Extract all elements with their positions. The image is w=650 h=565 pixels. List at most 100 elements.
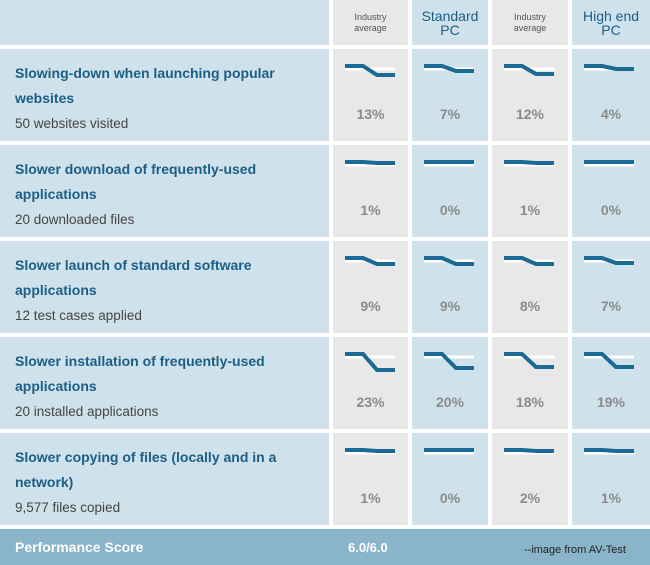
slowdown-sparkline — [584, 160, 634, 167]
row-label-cell: Slower installation of frequently-used a… — [0, 337, 329, 429]
row-subtitle: 12 test cases applied — [15, 308, 142, 323]
sparkline-line — [584, 352, 634, 369]
row-subtitle: 20 downloaded files — [15, 212, 135, 227]
slowdown-cell: 0% — [412, 145, 488, 237]
sparkline-line — [504, 64, 554, 76]
slowdown-percent: 0% — [439, 490, 461, 506]
sparkline-line — [345, 64, 395, 77]
slowdown-sparkline — [584, 448, 634, 455]
header-industry-average-1: Industry average — [333, 0, 408, 45]
slowdown-percent: 19% — [596, 394, 626, 410]
row-title: Slower copying of files (locally and in … — [15, 449, 277, 490]
slowdown-percent: 2% — [519, 490, 541, 506]
sparkline-line — [504, 448, 554, 453]
slowdown-percent: 1% — [519, 202, 541, 218]
slowdown-sparkline — [424, 160, 474, 167]
slowdown-sparkline — [424, 256, 474, 266]
sparkline-line — [345, 256, 395, 266]
slowdown-cell: 7% — [572, 241, 650, 333]
header-label-line: PC — [440, 21, 460, 38]
header-label-line: PC — [601, 21, 621, 38]
slowdown-cell: 7% — [412, 49, 488, 141]
slowdown-percent: 4% — [600, 106, 622, 122]
header-label-line: Standard — [421, 7, 479, 24]
row-label-cell: Slower launch of standard software appli… — [0, 241, 329, 333]
header-high-end-pc-label: High end PC — [583, 9, 639, 37]
header-label-line: High end — [582, 7, 640, 24]
sparkline-line — [584, 64, 634, 71]
sparkline-line — [345, 448, 395, 453]
performance-score-label: Performance Score — [15, 539, 144, 555]
row-subtitle: 9,577 files copied — [15, 500, 121, 515]
slowdown-cell: 1% — [333, 433, 408, 525]
row-label-cell: Slowing-down when launching popular webs… — [0, 49, 329, 141]
slowdown-cell: 8% — [492, 241, 568, 333]
header-industry-average-1-label: Industry average — [354, 12, 387, 34]
slowdown-sparkline — [424, 64, 474, 73]
header-label-line: Industry — [513, 11, 546, 22]
slowdown-sparkline — [504, 256, 554, 266]
slowdown-cell: 9% — [333, 241, 408, 333]
slowdown-cell: 1% — [333, 145, 408, 237]
slowdown-percent: 23% — [356, 394, 385, 410]
header-industry-average-2: Industry average — [492, 0, 568, 45]
slowdown-percent: 1% — [360, 490, 381, 506]
sparkline-line — [504, 160, 554, 165]
slowdown-percent: 1% — [600, 490, 622, 506]
slowdown-percent: 8% — [519, 298, 541, 314]
slowdown-cell: 13% — [333, 49, 408, 141]
performance-score-value: 6.0/6.0 — [348, 540, 388, 555]
slowdown-cell: 2% — [492, 433, 568, 525]
row-label-cell: Slower download of frequently-used appli… — [0, 145, 329, 237]
performance-score-bar: Performance Score 6.0/6.0 --image from A… — [0, 529, 650, 565]
header-industry-average-2-label: Industry average — [514, 12, 547, 34]
slowdown-sparkline — [504, 160, 554, 167]
slowdown-sparkline — [584, 352, 634, 369]
slowdown-sparkline — [504, 64, 554, 76]
image-credit: --image from AV-Test — [524, 544, 626, 556]
slowdown-cell: 0% — [572, 145, 650, 237]
slowdown-percent: 9% — [360, 298, 381, 314]
slowdown-percent: 13% — [356, 106, 385, 122]
slowdown-percent: 1% — [360, 202, 381, 218]
slowdown-cell: 19% — [572, 337, 650, 429]
slowdown-percent: 7% — [439, 106, 461, 122]
slowdown-cell: 1% — [572, 433, 650, 525]
row-title: Slowing-down when launching popular webs… — [15, 65, 275, 106]
header-blank-cell — [0, 0, 329, 45]
sparkline-line — [504, 352, 554, 369]
slowdown-sparkline — [584, 64, 634, 71]
slowdown-cell: 0% — [412, 433, 488, 525]
slowdown-sparkline — [504, 352, 554, 369]
slowdown-percent: 18% — [515, 394, 545, 410]
slowdown-sparkline — [345, 64, 395, 77]
slowdown-percent: 0% — [600, 202, 622, 218]
sparkline-line — [504, 256, 554, 266]
slowdown-sparkline — [424, 352, 474, 370]
sparkline-line — [424, 352, 474, 370]
sparkline-line — [584, 448, 634, 453]
header-label-line: average — [354, 22, 387, 33]
header-standard-pc-label: Standard PC — [422, 9, 479, 37]
slowdown-cell: 18% — [492, 337, 568, 429]
row-label-cell: Slower copying of files (locally and in … — [0, 433, 329, 525]
slowdown-cell: 1% — [492, 145, 568, 237]
header-label-line: average — [513, 22, 547, 33]
row-subtitle: 20 installed applications — [15, 404, 159, 419]
slowdown-sparkline — [345, 256, 395, 266]
slowdown-sparkline — [345, 352, 395, 372]
slowdown-sparkline — [504, 448, 554, 455]
slowdown-percent: 20% — [435, 394, 465, 410]
slowdown-percent: 9% — [439, 298, 461, 314]
header-high-end-pc: High end PC — [572, 0, 650, 45]
slowdown-percent: 0% — [439, 202, 461, 218]
slowdown-cell: 12% — [492, 49, 568, 141]
sparkline-line — [424, 256, 474, 266]
slowdown-sparkline — [345, 160, 395, 167]
slowdown-cell: 23% — [333, 337, 408, 429]
sparkline-line — [584, 256, 634, 265]
slowdown-sparkline — [584, 256, 634, 265]
header-label-line: Industry — [354, 11, 387, 22]
header-standard-pc: Standard PC — [412, 0, 488, 45]
row-subtitle: 50 websites visited — [15, 116, 129, 131]
